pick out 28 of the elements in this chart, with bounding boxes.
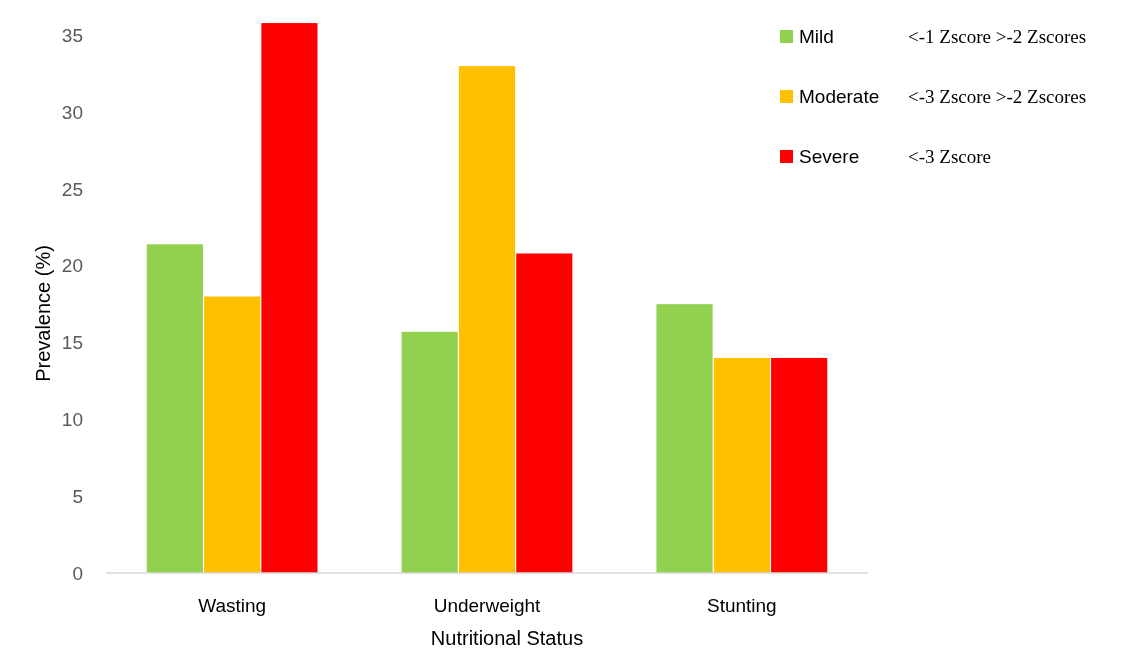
y-tick-label: 20: [61, 255, 83, 277]
y-axis-title: Prevalence (%): [32, 245, 54, 382]
bar: [401, 331, 458, 573]
legend-label: Moderate: [799, 86, 880, 107]
y-tick-label: 0: [72, 562, 83, 584]
y-tick-label: 10: [61, 409, 83, 431]
y-tick-label: 35: [61, 25, 83, 47]
bar: [656, 304, 713, 573]
text: <-3 Zscore: [908, 146, 991, 167]
y-tick-label: 25: [61, 178, 83, 200]
text: <-3 Zscore >-2 Zscores: [908, 86, 1087, 107]
y-tick-label: 15: [61, 332, 83, 354]
bar: [204, 296, 261, 573]
x-tick-label: Wasting: [198, 595, 267, 616]
bar: [261, 23, 318, 573]
bar: [146, 244, 203, 573]
x-tick-label: Stunting: [706, 595, 777, 616]
text: <-1 Zscore >-2 Zscores: [908, 26, 1087, 47]
legend-label: Mild: [799, 26, 834, 47]
x-tick-label: Underweight: [433, 595, 542, 616]
y-tick-label: 30: [61, 101, 83, 123]
bar: [771, 357, 828, 573]
y-tick-label: 5: [72, 485, 83, 507]
bar: [516, 253, 573, 573]
bar: [713, 357, 770, 573]
x-axis-title: Nutritional Status: [430, 627, 584, 649]
bar: [458, 66, 516, 573]
legend-label: Severe: [799, 146, 860, 167]
